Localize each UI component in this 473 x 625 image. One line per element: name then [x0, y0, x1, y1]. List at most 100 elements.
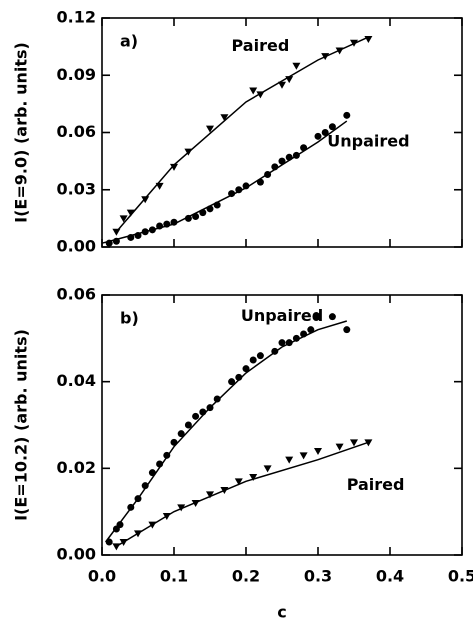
point [116, 521, 124, 529]
point [242, 365, 250, 373]
y-axis-label: I(E=9.0) (arb. units) [12, 42, 31, 223]
point [134, 530, 142, 538]
point [321, 129, 329, 136]
point [271, 347, 279, 355]
x-tick-label: 0.5 [448, 567, 473, 586]
point [105, 239, 113, 247]
point [220, 114, 229, 122]
point [256, 178, 264, 186]
point [278, 157, 286, 165]
point [127, 503, 135, 511]
point [300, 330, 308, 338]
point [343, 326, 351, 334]
point [156, 222, 164, 230]
point [271, 163, 279, 171]
y-tick-label: 0.04 [57, 371, 96, 390]
point [328, 123, 336, 131]
point [184, 148, 193, 156]
point [292, 334, 300, 342]
point [184, 214, 192, 222]
x-tick-label: 0.0 [88, 567, 116, 586]
point [119, 215, 128, 223]
point [213, 201, 221, 209]
point [156, 460, 164, 468]
point [162, 513, 171, 520]
point [364, 439, 373, 447]
x-tick-label: 0.3 [304, 567, 332, 586]
point [285, 339, 293, 347]
point [206, 205, 214, 213]
point [177, 504, 186, 512]
y-tick-label: 0.00 [57, 545, 96, 564]
point [148, 521, 157, 529]
point [199, 209, 207, 217]
series-label: Paired [347, 475, 405, 494]
point [235, 373, 243, 381]
point [177, 430, 185, 438]
point [278, 339, 286, 347]
point [285, 76, 294, 84]
point [314, 132, 322, 140]
point [199, 408, 207, 416]
point [206, 491, 214, 499]
point [285, 153, 293, 161]
point [163, 451, 171, 459]
fit-line [104, 320, 348, 543]
point [249, 87, 258, 95]
point [314, 313, 322, 321]
point [285, 456, 294, 464]
point [242, 182, 250, 190]
point [350, 439, 358, 447]
point [148, 226, 156, 234]
point [364, 35, 373, 43]
point [170, 218, 178, 226]
fit-line [116, 441, 369, 547]
y-tick-label: 0.00 [57, 237, 96, 256]
point [127, 233, 135, 241]
point [343, 111, 351, 119]
point [170, 163, 178, 171]
y-tick-label: 0.12 [57, 8, 96, 27]
y-axis-label: I(E=10.2) (arb. units) [12, 329, 31, 521]
point [148, 469, 156, 477]
point [134, 495, 142, 503]
point [335, 443, 344, 451]
point [112, 543, 121, 551]
point [314, 448, 322, 455]
point [192, 212, 200, 220]
panel-label: a) [120, 32, 138, 51]
point [163, 220, 171, 228]
y-tick-label: 0.03 [57, 179, 96, 198]
series-label: Unpaired [327, 132, 409, 151]
point [105, 538, 113, 546]
point [206, 404, 214, 412]
point [119, 539, 128, 546]
point [141, 196, 150, 204]
y-tick-label: 0.09 [57, 65, 96, 84]
point [264, 170, 272, 178]
point [234, 478, 243, 486]
point [300, 144, 308, 152]
point [256, 91, 265, 99]
point [220, 487, 229, 494]
point [126, 209, 135, 217]
point [184, 421, 192, 429]
y-tick-label: 0.06 [57, 285, 96, 304]
fit-line [115, 36, 369, 233]
point [321, 53, 330, 61]
x-tick-label: 0.2 [232, 567, 260, 586]
point [299, 452, 308, 460]
x-tick-label: 0.4 [376, 567, 404, 586]
point [213, 395, 221, 403]
x-tick-label: 0.1 [160, 567, 188, 586]
point [335, 47, 344, 55]
point [328, 313, 336, 321]
point [170, 438, 178, 446]
point [249, 356, 257, 364]
x-axis-label: c [277, 603, 286, 622]
fit-line [101, 120, 348, 244]
point [206, 125, 214, 133]
plot-frame [101, 294, 463, 556]
point [191, 500, 200, 507]
series-label: Unpaired [241, 306, 323, 325]
